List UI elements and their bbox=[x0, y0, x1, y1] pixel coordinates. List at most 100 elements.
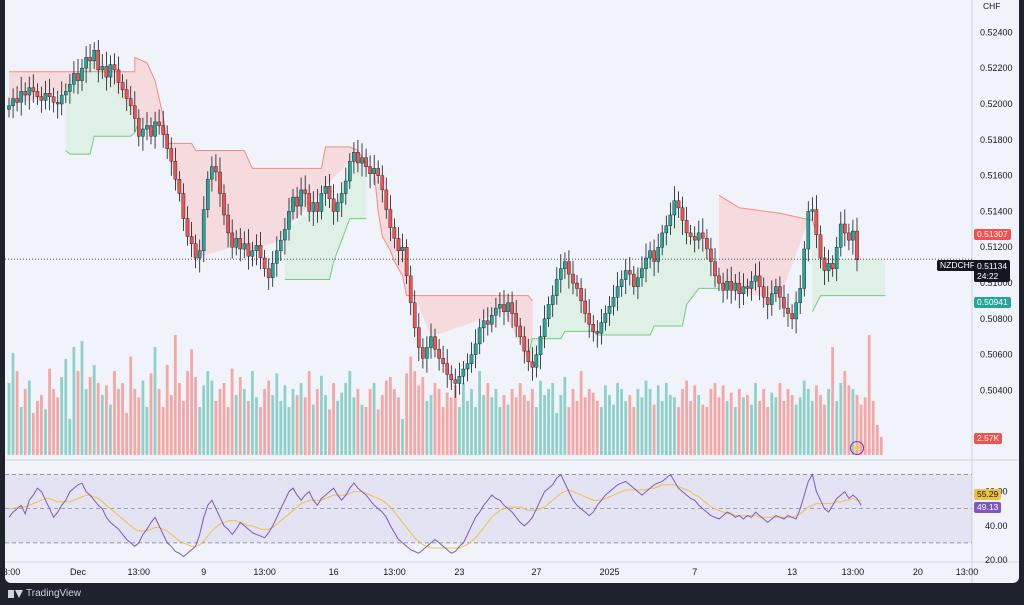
candle-body bbox=[632, 273, 636, 287]
volume-bar bbox=[149, 373, 153, 455]
volume-bar bbox=[458, 407, 461, 455]
candle-body bbox=[676, 200, 681, 209]
rsi-ma-value-badge: 49.13 bbox=[974, 502, 1002, 513]
candle-body bbox=[88, 57, 92, 62]
volume-bar bbox=[417, 385, 421, 455]
volume-bar bbox=[725, 401, 729, 455]
candle-body bbox=[469, 354, 474, 364]
candle-body bbox=[449, 374, 454, 380]
volume-bar bbox=[510, 389, 514, 455]
volume-bar bbox=[129, 356, 133, 455]
rsi-ma-line bbox=[9, 484, 862, 549]
candle-body bbox=[510, 302, 514, 314]
volume-bar bbox=[421, 377, 425, 455]
volume-bar bbox=[320, 375, 323, 455]
volume-bar bbox=[178, 383, 181, 455]
volume-bar bbox=[587, 389, 591, 455]
chart-panel[interactable]: 0.52400 0.52200 0.52000 0.51800 0.51600 0.514… bbox=[5, 0, 1019, 583]
candle-body bbox=[498, 304, 502, 309]
volume-bar bbox=[851, 389, 855, 455]
volume-bar bbox=[23, 389, 27, 455]
volume-bar bbox=[88, 377, 92, 455]
last-price-badge: 0.51134 24:22 bbox=[974, 260, 1011, 282]
candle-body bbox=[124, 89, 129, 99]
candle-body bbox=[534, 354, 539, 368]
volume-bar bbox=[405, 373, 408, 455]
time-tick-label: 13 bbox=[787, 567, 797, 577]
volume-bar bbox=[733, 407, 737, 455]
candle-body bbox=[664, 225, 669, 234]
candle-body bbox=[477, 327, 482, 345]
volume-bar bbox=[531, 389, 534, 455]
candle-body bbox=[376, 168, 381, 176]
volume-bar bbox=[871, 401, 875, 455]
time-tick-label: 2025 bbox=[599, 567, 619, 577]
candle-body bbox=[636, 277, 640, 287]
candle-body bbox=[327, 186, 332, 200]
volume-bar bbox=[782, 401, 786, 455]
price-tick-label: 0.52000 bbox=[980, 99, 1013, 109]
price-chart[interactable]: 0.52400 0.52200 0.52000 0.51800 0.51600 0.514… bbox=[5, 0, 1019, 583]
volume-bar bbox=[705, 407, 709, 455]
tradingview-logo[interactable]: TradingView bbox=[8, 588, 81, 599]
volume-bar bbox=[40, 395, 43, 455]
candle-body bbox=[112, 64, 117, 71]
volume-bar bbox=[251, 371, 254, 455]
volume-bar bbox=[153, 347, 157, 455]
time-tick-label: Dec bbox=[70, 567, 87, 577]
volume-bar bbox=[76, 371, 80, 455]
candle-body bbox=[790, 313, 794, 320]
volume-bar bbox=[364, 407, 368, 455]
volume-bar bbox=[226, 407, 230, 455]
volume-bar bbox=[608, 395, 611, 455]
volume-bar bbox=[640, 397, 644, 455]
volume-bar bbox=[701, 404, 705, 455]
candle-body bbox=[522, 336, 527, 352]
candle-body bbox=[421, 347, 425, 359]
time-tick-label: 13:00 bbox=[128, 567, 151, 577]
volume-bar bbox=[863, 397, 867, 455]
volume-bar bbox=[19, 407, 23, 455]
volume-bar bbox=[644, 380, 648, 455]
candle-body bbox=[120, 82, 125, 90]
candle-body bbox=[486, 320, 490, 325]
candle-body bbox=[234, 238, 239, 248]
volume-bar bbox=[68, 419, 72, 455]
candle-body bbox=[100, 66, 105, 71]
volume-bar bbox=[190, 349, 193, 455]
volume-bar bbox=[713, 383, 717, 455]
volume-bar bbox=[173, 335, 177, 455]
candle-body bbox=[283, 229, 287, 241]
volume-bar bbox=[563, 377, 567, 455]
candle-body bbox=[205, 178, 210, 210]
candle-body bbox=[299, 189, 303, 207]
volume-bar bbox=[742, 397, 745, 455]
volume-bar bbox=[324, 395, 327, 455]
volume-bar bbox=[214, 401, 218, 455]
rsi-value-badge: 55.29 bbox=[974, 489, 1002, 500]
candle-body bbox=[567, 261, 571, 275]
candle-body bbox=[847, 232, 851, 241]
volume-bar bbox=[433, 383, 437, 455]
candle-body bbox=[76, 73, 80, 81]
candle-body bbox=[96, 50, 100, 71]
candle-body bbox=[794, 302, 798, 320]
rsi-tick-label: 40.00 bbox=[985, 521, 1008, 531]
candle-body bbox=[275, 250, 279, 264]
candle-body bbox=[270, 263, 275, 278]
volume-bar bbox=[113, 371, 116, 455]
candle-body bbox=[51, 96, 56, 103]
volume-bar bbox=[474, 407, 477, 455]
volume-bar bbox=[194, 377, 197, 455]
candle-body bbox=[684, 220, 689, 234]
volume-bar bbox=[445, 392, 449, 455]
candle-body bbox=[222, 193, 226, 216]
alert-lightning-icon[interactable]: ⚡ bbox=[850, 441, 864, 455]
candle-body bbox=[55, 101, 60, 105]
candle-body bbox=[838, 223, 843, 248]
candle-body bbox=[84, 57, 88, 69]
volume-bar bbox=[255, 397, 258, 455]
candle-body bbox=[668, 214, 673, 226]
candle-body bbox=[165, 134, 170, 149]
candle-body bbox=[64, 91, 68, 96]
